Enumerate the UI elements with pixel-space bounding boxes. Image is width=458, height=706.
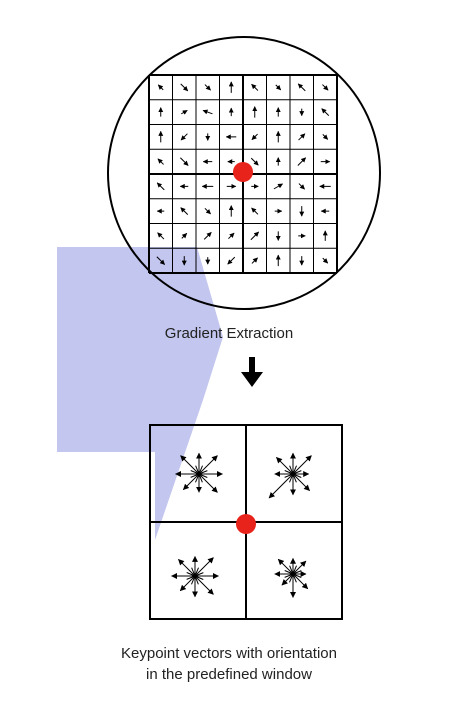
gradient-arrow [297,157,306,166]
histogram-center-stroke [186,572,204,580]
gradient-arrow [322,84,329,91]
gradient-arrow [298,133,306,141]
orientation-vector [292,455,312,475]
orientation-vector [268,473,294,499]
orientation-vector [182,473,200,491]
orientation-vector [198,473,218,493]
gradient-arrow [204,207,211,215]
gradient-arrow [250,231,259,241]
gradient-arrow [250,157,259,166]
gradient-arrow [180,157,189,166]
histogram-center-stroke [284,570,302,578]
orientation-vector [276,457,294,475]
gradient-arrow [180,83,189,92]
gradient-arrow [203,231,212,240]
step2-caption-line1: Keypoint vectors with orientation [121,645,337,662]
orientation-vector [198,455,218,475]
orientation-vector [179,575,196,592]
gradient-arrow [251,133,258,141]
gradient-arrow [180,207,189,216]
gradient-arrow [157,158,164,165]
orientation-vector [277,558,294,575]
step2-caption-line2: in the predefined window [146,666,312,683]
gradient-arrow [180,133,188,141]
gradient-arrow [297,83,306,92]
histogram-center-stroke [190,470,208,478]
gradient-arrow [322,134,329,140]
gradient-arrow [298,183,305,190]
gradient-arrow [157,84,164,91]
orientation-vector [281,573,294,586]
gradient-arrow [273,183,284,190]
histogram-center-stroke [284,470,302,478]
orientation-vector [178,559,196,577]
blue-overlay-shape [57,247,223,540]
gradient-arrow [322,257,329,264]
gradient-arrow [321,108,330,117]
gradient-arrow [156,256,165,265]
orientation-vector [194,575,214,595]
gradient-arrow [228,232,235,240]
gradient-window-circle [107,36,381,310]
orientation-vector [180,455,200,475]
orientation-vector [194,557,214,577]
step1-caption: Gradient Extraction [164,325,294,342]
gradient-arrow [157,232,165,240]
down-arrow-icon [241,357,263,387]
orientation-histograms [171,452,312,599]
orientation-vector [292,560,307,575]
gradient-arrow [181,233,188,239]
gradient-arrow [156,182,165,191]
gradient-arrow [180,109,188,115]
orientation-vector [292,473,310,491]
gradient-arrow [251,83,259,91]
keypoint-dot-bottom [236,514,256,534]
gradient-arrow [202,109,213,115]
gradient-arrow [227,256,236,265]
gradient-arrow [251,207,259,215]
keypoint-dot-top [233,162,253,182]
gradient-arrow [204,84,211,91]
orientation-vector [292,573,309,590]
gradient-arrow [251,257,258,264]
gradient-arrow [275,84,282,91]
gradient-grid [148,74,338,274]
